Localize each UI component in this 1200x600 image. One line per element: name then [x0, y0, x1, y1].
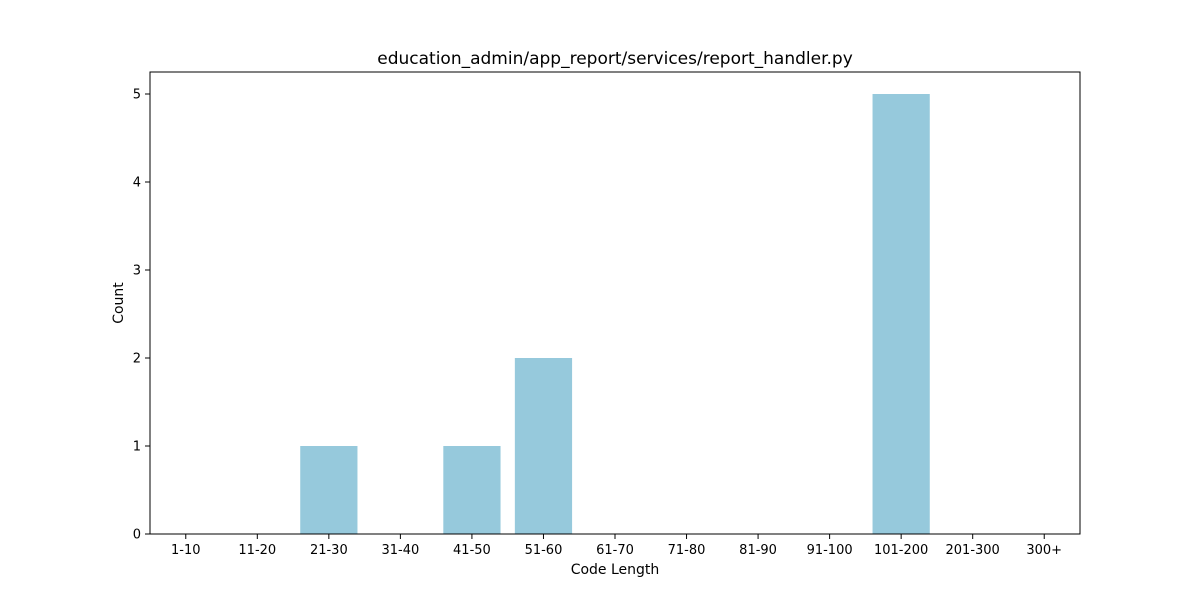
- chart-title: education_admin/app_report/services/repo…: [377, 49, 853, 69]
- bars-group: [300, 94, 930, 534]
- x-tick-label: 300+: [1026, 543, 1062, 558]
- bar-21-30: [300, 446, 358, 534]
- x-tick-label: 61-70: [596, 543, 634, 558]
- bar-101-200: [872, 94, 930, 534]
- y-tick-label: 4: [133, 176, 141, 191]
- y-tick-label: 1: [133, 440, 141, 455]
- y-axis-label: Count: [111, 282, 127, 324]
- y-tick-label: 5: [133, 88, 141, 103]
- y-tick-label: 2: [133, 352, 141, 367]
- y-tick-label: 0: [133, 528, 141, 543]
- y-axis-ticks: 0 1 2 3 4 5: [133, 88, 150, 543]
- x-tick-label: 31-40: [381, 543, 419, 558]
- x-tick-label: 41-50: [453, 543, 491, 558]
- bar-41-50: [443, 446, 501, 534]
- x-tick-label: 81-90: [739, 543, 777, 558]
- y-tick-label: 3: [133, 264, 141, 279]
- x-tick-label: 21-30: [310, 543, 348, 558]
- x-tick-label: 11-20: [238, 543, 276, 558]
- bar-51-60: [514, 358, 573, 534]
- x-tick-label: 1-10: [171, 543, 201, 558]
- x-tick-label: 71-80: [668, 543, 706, 558]
- x-axis-ticks: 1-10 11-20 21-30 31-40 41-50 51-60 61-70 71-80 8…: [171, 534, 1062, 558]
- x-axis-label: Code Length: [571, 562, 660, 578]
- x-tick-label: 51-60: [525, 543, 563, 558]
- x-tick-label: 101-200: [874, 543, 928, 558]
- x-tick-label: 201-300: [946, 543, 1000, 558]
- x-tick-label: 91-100: [807, 543, 853, 558]
